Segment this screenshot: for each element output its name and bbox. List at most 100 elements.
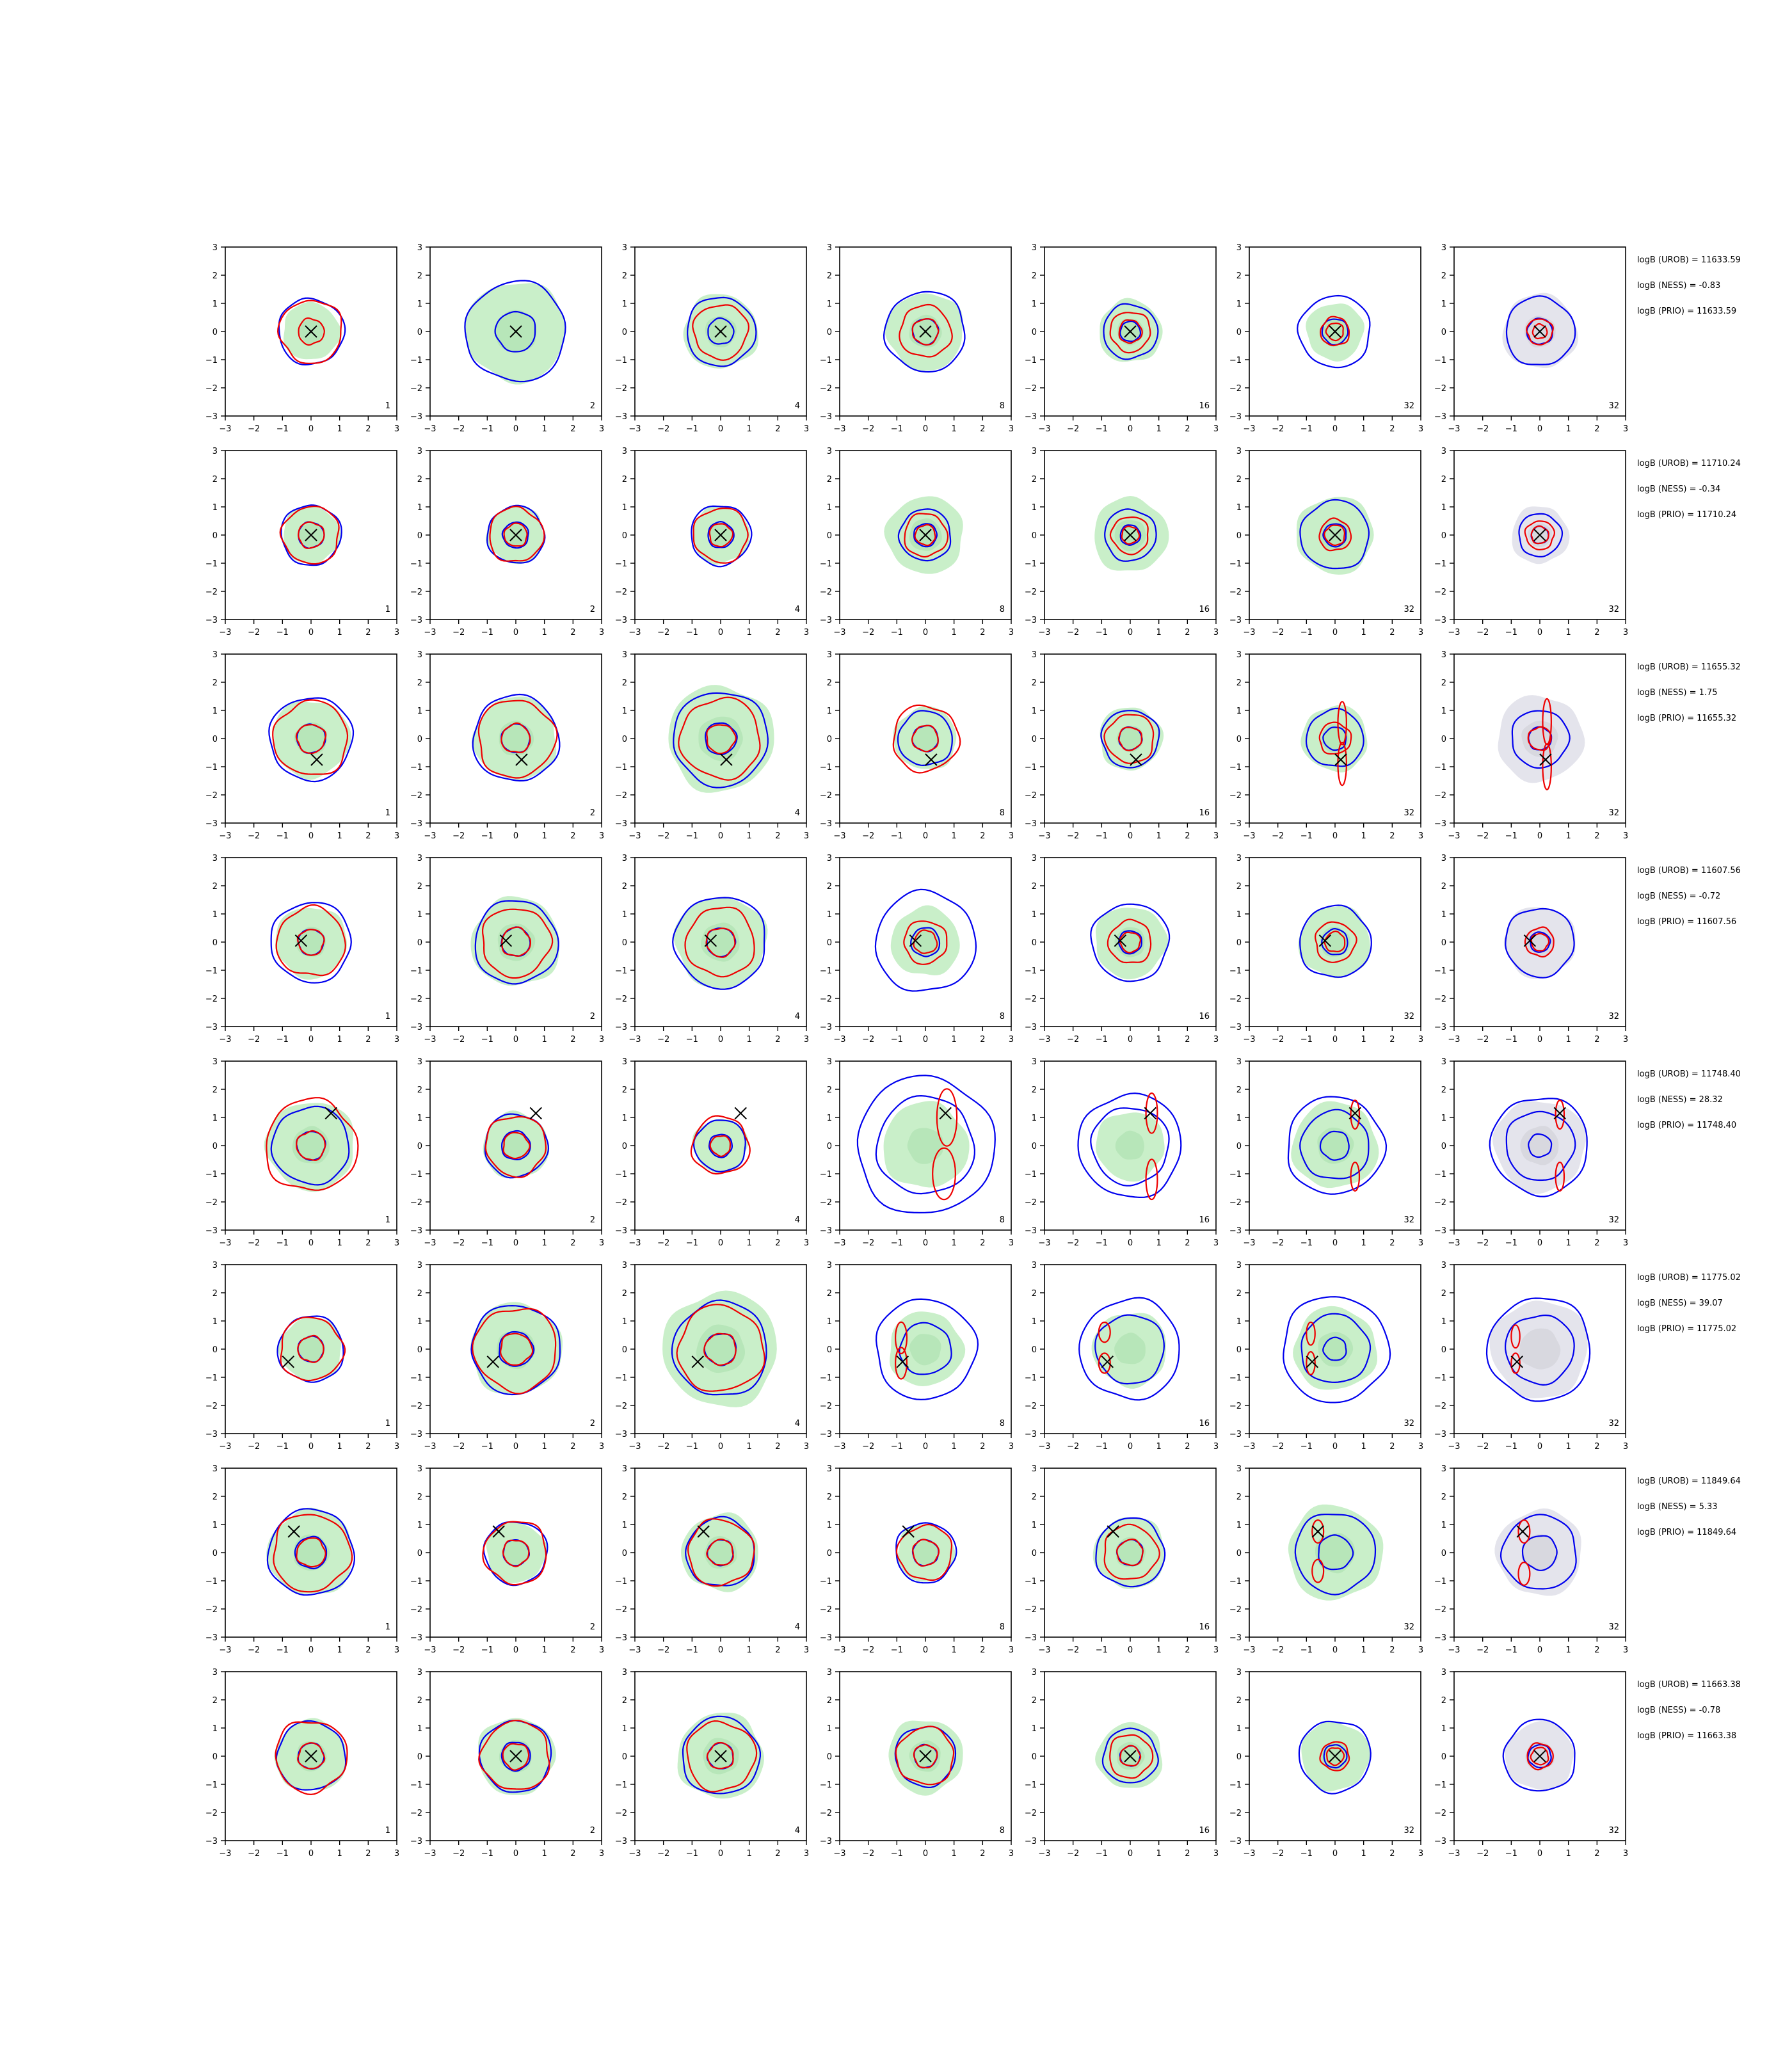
red-contour xyxy=(482,1521,547,1586)
panel-r1-c6: −3−3 −2 −2 −1 −1 0 0 1 1 2 2 3 3 32 xyxy=(1229,243,1423,434)
y-tick-label: 2 xyxy=(417,678,422,688)
y-tick-label: 2 xyxy=(417,1492,422,1502)
y-tick-label: −1 xyxy=(410,1170,422,1180)
density-core xyxy=(909,1334,941,1366)
x-tick-label: 3 xyxy=(1009,424,1014,434)
y-tick-label: 1 xyxy=(622,1317,627,1327)
x-tick-label: −1 xyxy=(1505,1645,1517,1655)
y-tick-label: −3 xyxy=(615,1837,627,1846)
x-tick-label: −1 xyxy=(481,1238,493,1248)
x-tick-label: −2 xyxy=(657,628,669,637)
x-tick-label: −3 xyxy=(1038,424,1050,434)
red-contour xyxy=(692,507,749,564)
panel-count-label: 8 xyxy=(1000,1419,1005,1428)
x-tick-label: 0 xyxy=(718,1442,723,1452)
density-core xyxy=(1315,1533,1355,1574)
y-tick-label: −3 xyxy=(615,1633,627,1643)
panel-r2-c5: −3−3 −2 −2 −1 −1 0 0 1 1 2 2 3 3 16 xyxy=(1025,447,1219,637)
red-contour xyxy=(1325,323,1344,342)
x-tick-label: 3 xyxy=(1213,1238,1219,1248)
x-tick-label: 2 xyxy=(980,1035,985,1044)
y-tick-label: 3 xyxy=(1032,650,1037,660)
panel-r3-c1: −3−3 −2 −2 −1 −1 0 0 1 1 2 2 3 3 1 xyxy=(205,650,399,841)
x-tick-label: −1 xyxy=(686,1442,698,1452)
x-tick-label: −3 xyxy=(1448,1442,1460,1452)
x-tick-label: 2 xyxy=(570,628,575,637)
y-tick-label: 0 xyxy=(622,531,627,541)
y-tick-label: −3 xyxy=(820,819,832,829)
y-tick-label: 2 xyxy=(1236,271,1242,281)
x-tick-label: −3 xyxy=(424,1238,436,1248)
blue-contour xyxy=(1300,1313,1372,1384)
y-tick-label: 0 xyxy=(1236,531,1242,541)
y-tick-label: −2 xyxy=(1434,384,1446,394)
blue-contour xyxy=(1283,1296,1391,1404)
x-tick-label: −2 xyxy=(1476,1442,1489,1452)
y-tick-label: 1 xyxy=(1032,1317,1037,1327)
red-contour xyxy=(904,513,949,558)
panel-r7-c1: −3−3 −2 −2 −1 −1 0 0 1 1 2 2 3 3 1 xyxy=(205,1464,399,1655)
blue-contour xyxy=(1500,1514,1577,1590)
density-core xyxy=(1116,1537,1146,1567)
density-core xyxy=(907,1128,943,1164)
y-tick-label: −3 xyxy=(1229,1226,1242,1236)
x-tick-label: −2 xyxy=(1476,424,1489,434)
density-core xyxy=(502,1540,529,1566)
red-contour xyxy=(709,1135,732,1157)
blue-contour xyxy=(1529,931,1551,953)
y-tick-label: 0 xyxy=(1236,735,1242,744)
y-tick-label: 1 xyxy=(622,707,627,716)
blue-contour xyxy=(1305,707,1364,767)
panel-r5-c5: −3−3 −2 −2 −1 −1 0 0 1 1 2 2 3 3 16 xyxy=(1025,1057,1219,1248)
x-tick-label: 0 xyxy=(718,424,723,434)
y-tick-label: −2 xyxy=(410,791,422,801)
y-tick-label: 2 xyxy=(417,1696,422,1706)
x-tick-label: 0 xyxy=(1332,1645,1338,1655)
y-tick-label: 0 xyxy=(1236,328,1242,337)
x-tick-label: 0 xyxy=(1128,1849,1133,1859)
panel-count-label: 8 xyxy=(1000,1622,1005,1632)
x-tick-label: −3 xyxy=(424,1442,436,1452)
y-tick-label: −1 xyxy=(820,559,832,569)
blue-contour xyxy=(671,1299,767,1396)
y-tick-label: −1 xyxy=(1025,1373,1037,1383)
x-tick-label: 3 xyxy=(1009,1442,1014,1452)
y-tick-label: −1 xyxy=(615,1577,627,1587)
x-tick-label: −3 xyxy=(1038,1035,1050,1044)
x-tick-label: −2 xyxy=(452,424,465,434)
logb-annotation: logB (PRIO) = 11633.59 xyxy=(1637,307,1736,316)
y-tick-label: −3 xyxy=(1229,819,1242,829)
x-tick-label: −2 xyxy=(862,1645,874,1655)
marker-x xyxy=(691,1356,704,1368)
red-ellipse xyxy=(1510,1352,1521,1374)
y-tick-label: 2 xyxy=(1236,475,1242,484)
y-tick-label: −1 xyxy=(1229,763,1242,772)
y-tick-label: −1 xyxy=(205,1780,218,1790)
blue-contour xyxy=(1502,1718,1576,1792)
y-tick-label: −1 xyxy=(1229,1577,1242,1587)
y-tick-label: −3 xyxy=(410,1633,422,1643)
x-tick-label: 2 xyxy=(1185,1645,1190,1655)
y-tick-label: 3 xyxy=(212,1057,218,1067)
logb-annotation: logB (UROB) = 11655.32 xyxy=(1637,662,1741,672)
x-tick-label: 3 xyxy=(1623,628,1628,637)
logb-annotation: logB (NESS) = -0.72 xyxy=(1637,892,1720,901)
panel-r6-c4: −3−3 −2 −2 −1 −1 0 0 1 1 2 2 3 3 8 xyxy=(820,1261,1014,1452)
x-tick-label: 1 xyxy=(337,1645,342,1655)
y-tick-label: 0 xyxy=(1236,1142,1242,1151)
panel-count-label: 2 xyxy=(590,1012,595,1021)
y-tick-label: 3 xyxy=(417,1261,422,1270)
x-tick-label: 1 xyxy=(1156,424,1162,434)
y-tick-label: −2 xyxy=(1434,1402,1446,1411)
panel-count-label: 4 xyxy=(795,1826,800,1836)
x-tick-label: −3 xyxy=(833,1442,845,1452)
x-tick-label: 3 xyxy=(1418,831,1423,841)
y-tick-label: −2 xyxy=(205,791,218,801)
y-tick-label: 3 xyxy=(622,243,627,253)
y-tick-label: −1 xyxy=(1434,966,1446,976)
y-tick-label: 0 xyxy=(827,1752,832,1762)
density-core xyxy=(912,725,940,752)
panel-count-label: 8 xyxy=(1000,401,1005,411)
x-tick-label: −3 xyxy=(1448,1849,1460,1859)
y-tick-label: −3 xyxy=(205,819,218,829)
